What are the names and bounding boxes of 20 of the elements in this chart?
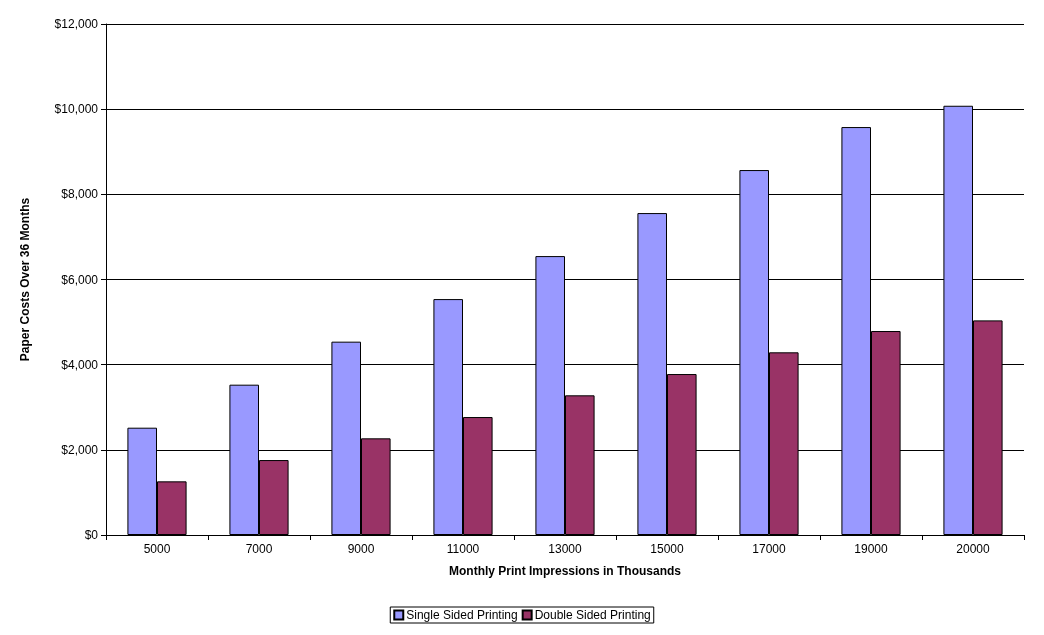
x-tick-label: 9000 bbox=[347, 542, 375, 556]
y-axis-title: Paper Costs Over 36 Months bbox=[18, 197, 32, 362]
y-tick-label: $0 bbox=[84, 528, 99, 542]
x-tick-label: 13000 bbox=[548, 542, 583, 556]
x-tick-label: 19000 bbox=[854, 542, 889, 556]
x-tick-label: 15000 bbox=[650, 542, 685, 556]
x-tick-label: 20000 bbox=[956, 542, 991, 556]
y-tick-label: $10,000 bbox=[54, 102, 99, 117]
x-tick-label: 11000 bbox=[446, 542, 480, 556]
legend-label: Single Sided Printing bbox=[406, 608, 518, 622]
legend-label: Double Sided Printing bbox=[534, 608, 651, 622]
y-tick-label: $6,000 bbox=[61, 272, 99, 287]
y-tick-label: $8,000 bbox=[61, 187, 99, 202]
y-tick-label: $12,000 bbox=[54, 17, 99, 31]
x-axis-title: Monthly Print Impressions in Thousands bbox=[448, 564, 682, 578]
y-tick-label: $4,000 bbox=[61, 357, 99, 372]
x-tick-label: 7000 bbox=[245, 542, 273, 556]
x-tick-label: 17000 bbox=[752, 542, 787, 556]
y-tick-label: $2,000 bbox=[61, 442, 99, 457]
x-tick-label: 5000 bbox=[143, 542, 171, 556]
